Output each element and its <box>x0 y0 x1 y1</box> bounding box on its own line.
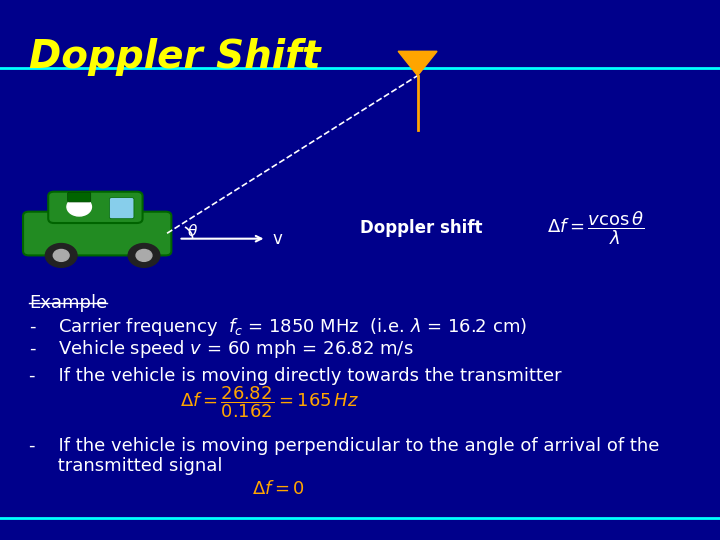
Text: -    If the vehicle is moving perpendicular to the angle of arrival of the: - If the vehicle is moving perpendicular… <box>29 437 660 455</box>
Circle shape <box>128 244 160 267</box>
Text: $\Delta f = 0$: $\Delta f = 0$ <box>252 480 305 498</box>
Text: -    Carrier frequency  $f_c$ = 1850 MHz  (i.e. $\lambda$ = 16.2 cm): - Carrier frequency $f_c$ = 1850 MHz (i.… <box>29 316 527 338</box>
Text: -    If the vehicle is moving directly towards the transmitter: - If the vehicle is moving directly towa… <box>29 367 562 385</box>
Text: transmitted signal: transmitted signal <box>29 457 222 475</box>
Circle shape <box>53 249 69 261</box>
Text: Doppler shift: Doppler shift <box>360 219 482 237</box>
FancyBboxPatch shape <box>23 212 171 255</box>
FancyBboxPatch shape <box>68 192 91 202</box>
Text: v: v <box>272 230 282 248</box>
Text: $\theta$: $\theta$ <box>187 223 198 239</box>
Text: -    Vehicle speed $v$ = 60 mph = 26.82 m/s: - Vehicle speed $v$ = 60 mph = 26.82 m/s <box>29 338 413 360</box>
Circle shape <box>136 249 152 261</box>
Circle shape <box>45 244 77 267</box>
Text: Example: Example <box>29 294 107 312</box>
Text: $\Delta f = \dfrac{26.82}{0.162} = 165\,Hz$: $\Delta f = \dfrac{26.82}{0.162} = 165\,… <box>180 384 359 420</box>
Polygon shape <box>398 51 437 76</box>
Text: $\Delta f = \dfrac{v\cos\theta}{\lambda}$: $\Delta f = \dfrac{v\cos\theta}{\lambda}… <box>547 209 645 247</box>
Text: Doppler Shift: Doppler Shift <box>29 38 320 76</box>
FancyBboxPatch shape <box>109 198 134 219</box>
FancyBboxPatch shape <box>48 192 143 223</box>
Circle shape <box>67 198 91 216</box>
